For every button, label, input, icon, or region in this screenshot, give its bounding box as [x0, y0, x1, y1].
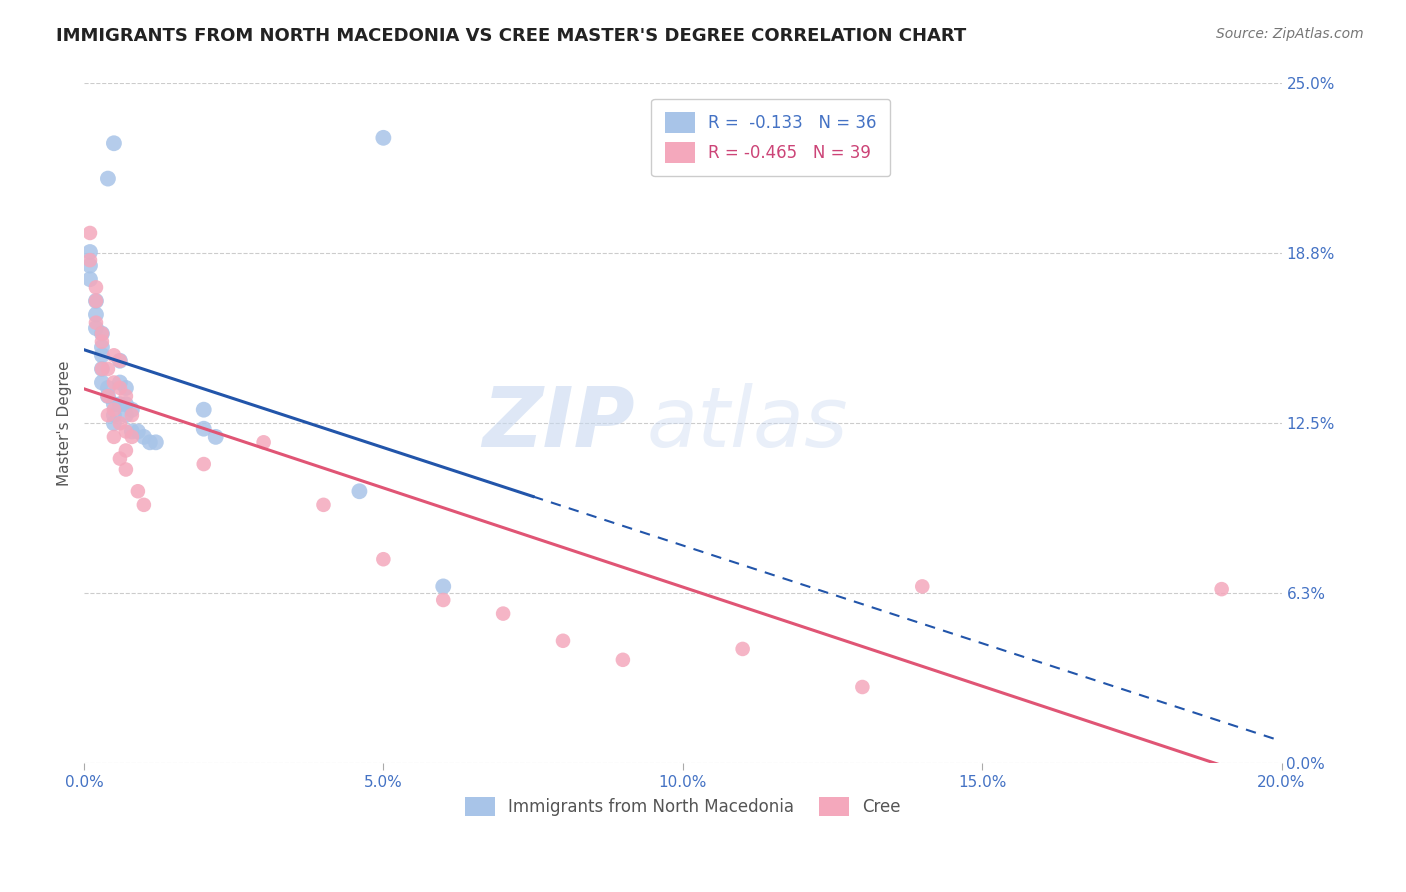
Point	[91, 326, 114, 341]
Point	[84, 280, 107, 294]
Point	[373, 131, 395, 145]
Point	[108, 417, 131, 431]
Point	[84, 293, 107, 308]
Point	[731, 642, 754, 657]
Point	[204, 430, 226, 444]
Point	[127, 484, 149, 499]
Point	[121, 425, 143, 439]
Point	[97, 171, 120, 186]
Point	[492, 607, 515, 621]
Point	[121, 402, 143, 417]
Point	[139, 435, 162, 450]
Point	[79, 253, 101, 268]
Point	[108, 353, 131, 368]
Point	[121, 430, 143, 444]
Point	[91, 334, 114, 349]
Point	[79, 259, 101, 273]
Point	[108, 353, 131, 368]
Point	[91, 340, 114, 354]
Y-axis label: Master's Degree: Master's Degree	[58, 360, 72, 486]
Point	[115, 397, 138, 411]
Point	[91, 326, 114, 341]
Point	[97, 389, 120, 403]
Point	[349, 484, 371, 499]
Point	[103, 417, 125, 431]
Point	[84, 293, 107, 308]
Point	[312, 498, 335, 512]
Point	[103, 376, 125, 390]
Point	[108, 376, 131, 390]
Text: atlas: atlas	[647, 383, 848, 464]
Point	[91, 362, 114, 376]
Point	[193, 457, 215, 471]
Point	[91, 362, 114, 376]
Point	[103, 348, 125, 362]
Point	[132, 430, 155, 444]
Text: ZIP: ZIP	[482, 383, 636, 464]
Point	[79, 245, 101, 260]
Legend: Immigrants from North Macedonia, Cree: Immigrants from North Macedonia, Cree	[458, 790, 907, 822]
Point	[108, 381, 131, 395]
Point	[193, 402, 215, 417]
Point	[373, 552, 395, 566]
Point	[551, 633, 574, 648]
Point	[97, 389, 120, 403]
Point	[103, 430, 125, 444]
Point	[108, 451, 131, 466]
Text: IMMIGRANTS FROM NORTH MACEDONIA VS CREE MASTER'S DEGREE CORRELATION CHART: IMMIGRANTS FROM NORTH MACEDONIA VS CREE …	[56, 27, 966, 45]
Point	[115, 408, 138, 422]
Point	[132, 498, 155, 512]
Point	[91, 376, 114, 390]
Point	[115, 443, 138, 458]
Point	[145, 435, 167, 450]
Point	[84, 308, 107, 322]
Point	[115, 462, 138, 476]
Point	[91, 348, 114, 362]
Point	[432, 579, 454, 593]
Point	[193, 422, 215, 436]
Point	[1211, 582, 1233, 596]
Point	[84, 316, 107, 330]
Point	[115, 389, 138, 403]
Point	[103, 408, 125, 422]
Point	[97, 381, 120, 395]
Point	[79, 226, 101, 240]
Point	[432, 593, 454, 607]
Point	[851, 680, 873, 694]
Point	[97, 408, 120, 422]
Point	[612, 653, 634, 667]
Point	[97, 362, 120, 376]
Point	[121, 408, 143, 422]
Point	[911, 579, 934, 593]
Point	[252, 435, 274, 450]
Text: Source: ZipAtlas.com: Source: ZipAtlas.com	[1216, 27, 1364, 41]
Point	[108, 397, 131, 411]
Point	[127, 425, 149, 439]
Point	[103, 402, 125, 417]
Point	[79, 272, 101, 286]
Point	[103, 136, 125, 151]
Point	[115, 381, 138, 395]
Point	[103, 397, 125, 411]
Point	[84, 321, 107, 335]
Point	[115, 425, 138, 439]
